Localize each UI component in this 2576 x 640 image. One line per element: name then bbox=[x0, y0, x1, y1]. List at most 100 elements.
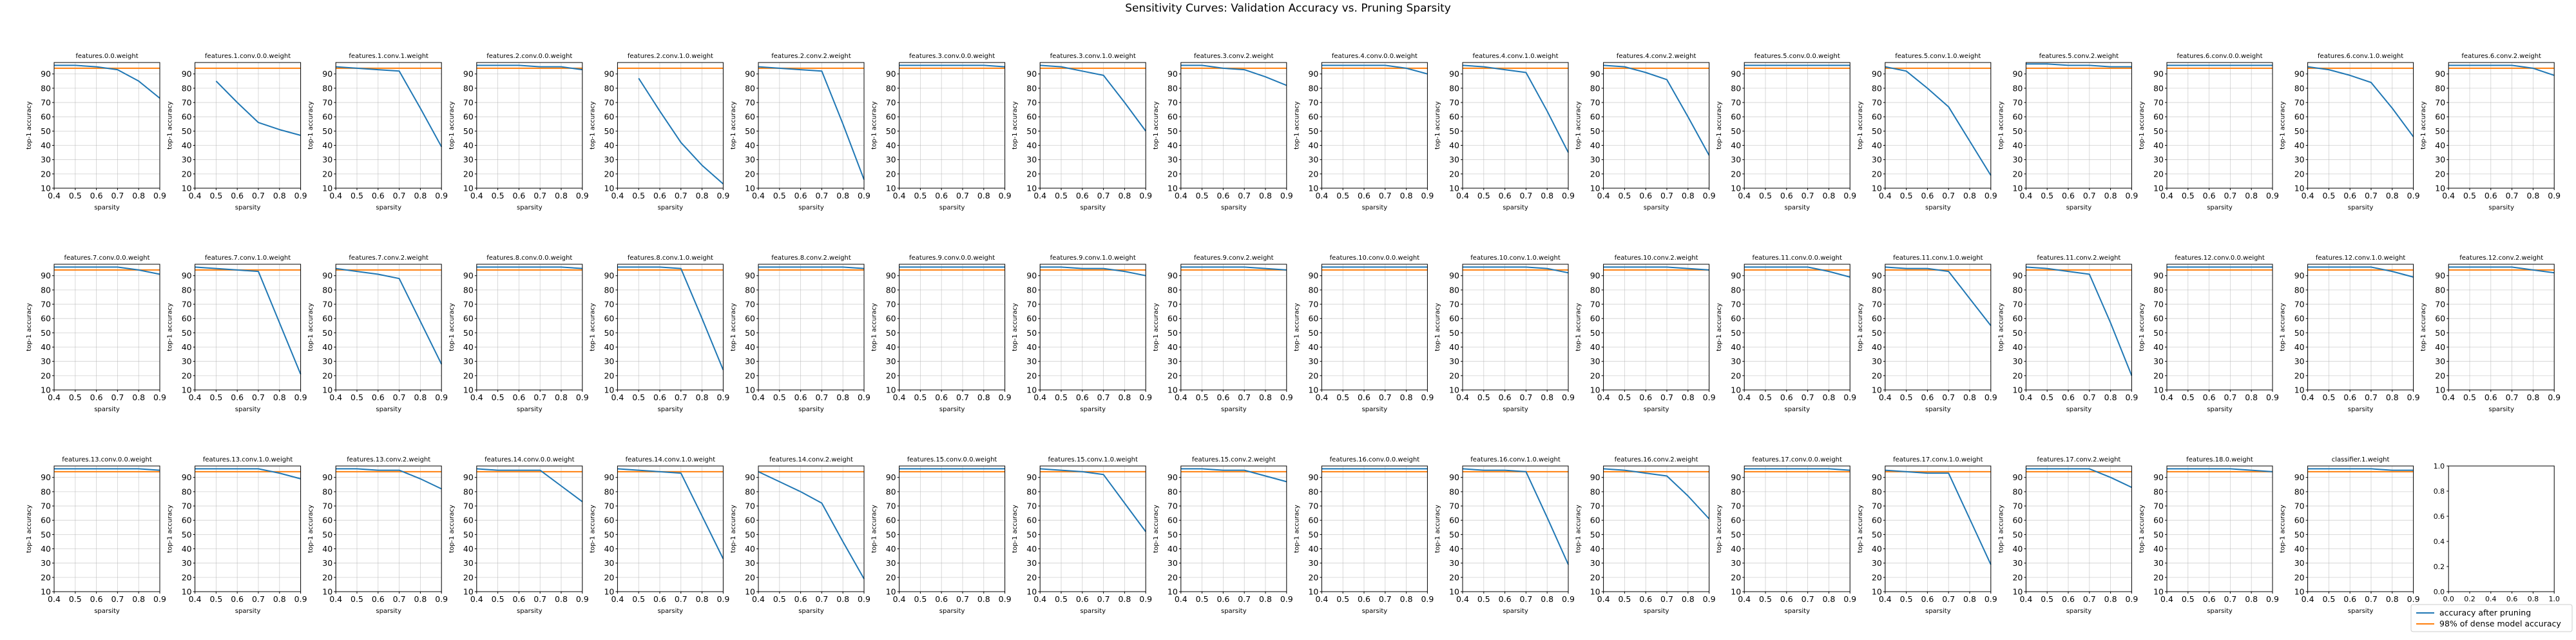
axes-frame bbox=[1321, 465, 1428, 592]
y-tick-label: 50 bbox=[322, 328, 332, 338]
x-axis-label: sparsity bbox=[1080, 406, 1106, 413]
x-axis-label: sparsity bbox=[2066, 406, 2092, 413]
axes-frame bbox=[195, 465, 302, 592]
x-tick-label: 0.7 bbox=[675, 191, 687, 200]
subplot-title: features.15.conv.0.0.weight bbox=[907, 456, 997, 463]
y-tick-label: 30 bbox=[1449, 155, 1459, 164]
x-tick-label: 0.9 bbox=[294, 393, 307, 402]
y-tick-label: 60 bbox=[1026, 112, 1037, 122]
x-tick-label: 0.7 bbox=[393, 191, 406, 200]
y-tick-label: 90 bbox=[1872, 271, 1882, 280]
x-tick-label: 0.7 bbox=[393, 393, 406, 402]
x-tick-label: 0.6 bbox=[1639, 393, 1652, 402]
x-tick-label: 0.8 bbox=[2245, 594, 2258, 604]
y-tick-label: 70 bbox=[745, 98, 755, 108]
y-tick-label: 20 bbox=[2435, 169, 2445, 179]
x-tick-label: 0.7 bbox=[1802, 393, 1814, 402]
subplot-title: features.13.conv.0.0.weight bbox=[62, 456, 152, 463]
x-tick-label: 0.6 bbox=[1639, 191, 1652, 200]
subplot: 0.4 0.5 0.6 0.7 0.8 0.9 10 20 30 40 50 60 70 80 90 feat… bbox=[448, 53, 589, 211]
x-tick-label: 0.5 bbox=[1759, 191, 1772, 200]
y-tick-label: 70 bbox=[886, 98, 896, 108]
y-tick-label: 80 bbox=[463, 83, 474, 93]
axes-background bbox=[476, 63, 582, 188]
accuracy-line bbox=[1744, 266, 1850, 278]
y-tick-label: 30 bbox=[463, 356, 474, 366]
y-tick-label: 80 bbox=[1731, 285, 1741, 295]
x-tick-label: 0.5 bbox=[1196, 393, 1209, 402]
y-tick-label: 80 bbox=[182, 83, 192, 93]
y-tick-label: 50 bbox=[745, 530, 755, 539]
x-tick-label: 0.5 bbox=[2463, 393, 2476, 402]
x-tick-label: 0.5 bbox=[69, 191, 82, 200]
axes-frame bbox=[1039, 465, 1146, 592]
axes-background bbox=[1603, 466, 1709, 592]
x-tick-label: 0.4 bbox=[189, 191, 202, 200]
accuracy-line bbox=[638, 77, 724, 185]
axes-background bbox=[758, 264, 864, 390]
y-tick-label: 60 bbox=[745, 112, 755, 122]
y-tick-label: 70 bbox=[1731, 300, 1741, 309]
x-tick-label: 0.6 bbox=[2343, 594, 2356, 604]
x-tick-label: 0.7 bbox=[1519, 191, 1532, 200]
axes-background bbox=[2167, 466, 2273, 592]
axes-background bbox=[54, 63, 160, 188]
x-tick-label: 0.6 bbox=[1499, 393, 1512, 402]
y-tick-label: 20 bbox=[2435, 371, 2445, 380]
x-tick-label: 0.8 bbox=[836, 393, 849, 402]
y-tick-label: 50 bbox=[2294, 126, 2305, 136]
x-tick-label: 0.9 bbox=[716, 191, 729, 200]
x-tick-label: 0.8 bbox=[2104, 594, 2117, 604]
y-axis-label: top-1 accuracy bbox=[1857, 101, 1864, 150]
x-tick-label: 0.8 bbox=[555, 594, 568, 604]
x-tick-label: 0.4 bbox=[1033, 393, 1046, 402]
x-tick-label: 0.9 bbox=[1843, 393, 1856, 402]
x-tick-label: 0.4 bbox=[611, 594, 624, 604]
subplot-title: features.17.conv.2.weight bbox=[2037, 456, 2120, 463]
subplot: 0.4 0.5 0.6 0.7 0.8 0.9 10 20 30 40 50 60 70 80 90 feat… bbox=[2139, 456, 2279, 615]
x-tick-label: 0.5 bbox=[914, 191, 927, 200]
axes-frame bbox=[2307, 465, 2414, 592]
y-tick-label: 10 bbox=[1449, 184, 1459, 193]
y-tick-label: 30 bbox=[41, 155, 51, 164]
x-tick-label: 0.8 bbox=[1963, 594, 1976, 604]
y-tick-label: 60 bbox=[1168, 112, 1178, 122]
y-tick-label: 10 bbox=[182, 587, 192, 597]
axes-frame bbox=[53, 264, 160, 391]
x-tick-label: 0.7 bbox=[675, 594, 687, 604]
x-tick-label: 0.6 bbox=[1216, 393, 1229, 402]
x-tick-label: 0.6 bbox=[2343, 191, 2356, 200]
subplot: 0.4 0.5 0.6 0.7 0.8 0.9 10 20 30 40 50 60 70 80 90 feat… bbox=[1153, 255, 1293, 413]
y-tick-label: 50 bbox=[1449, 530, 1459, 539]
x-tick-label: 0.4 bbox=[1456, 594, 1469, 604]
accuracy-line bbox=[54, 266, 160, 275]
y-tick-label: 90 bbox=[886, 472, 896, 482]
y-tick-label: 10 bbox=[1590, 385, 1600, 395]
y-axis-label: top-1 accuracy bbox=[2420, 101, 2427, 150]
x-tick-label: 0.9 bbox=[1843, 594, 1856, 604]
y-tick-label: 50 bbox=[1449, 126, 1459, 136]
x-axis-label: sparsity bbox=[1221, 406, 1247, 413]
y-tick-label: 70 bbox=[604, 501, 614, 511]
x-tick-label: 0.7 bbox=[956, 191, 969, 200]
subplot-title: features.4.conv.2.weight bbox=[1617, 53, 1697, 60]
subplot: 0.4 0.5 0.6 0.7 0.8 0.9 10 20 30 40 50 60 70 80 90 feat… bbox=[1857, 255, 1997, 413]
y-axis-label: top-1 accuracy bbox=[1012, 101, 1019, 150]
y-tick-label: 60 bbox=[2012, 314, 2023, 324]
y-tick-label: 60 bbox=[1590, 314, 1600, 324]
y-tick-label: 60 bbox=[2012, 516, 2023, 525]
x-axis-label: sparsity bbox=[1221, 608, 1247, 615]
y-axis-label: top-1 accuracy bbox=[730, 303, 737, 351]
y-axis-label: top-1 accuracy bbox=[1997, 303, 2004, 351]
y-tick-label: 70 bbox=[1731, 98, 1741, 108]
x-tick-label: 0.6 bbox=[2506, 595, 2518, 603]
x-tick-label: 0.4 bbox=[329, 393, 342, 402]
x-tick-label: 0.4 bbox=[2019, 191, 2032, 200]
y-tick-label: 80 bbox=[41, 83, 51, 93]
axes-background bbox=[1744, 264, 1850, 390]
x-tick-label: 0.8 bbox=[2526, 191, 2539, 200]
x-tick-label: 0.8 bbox=[273, 191, 286, 200]
y-tick-label: 20 bbox=[322, 371, 332, 380]
x-tick-label: 0.8 bbox=[2386, 393, 2399, 402]
y-tick-label: 10 bbox=[2294, 587, 2305, 597]
